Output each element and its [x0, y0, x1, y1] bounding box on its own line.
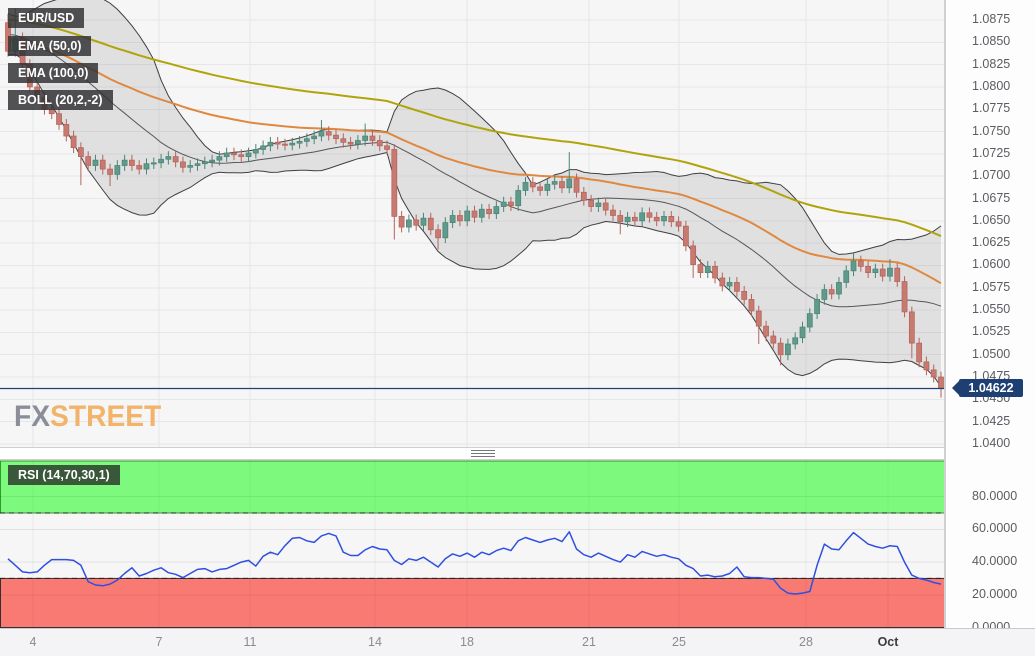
ema100-line: [7, 18, 942, 238]
date-label: 25: [672, 635, 686, 649]
pane-divider-grip[interactable]: [471, 450, 495, 458]
bollinger-upper-line: [7, 0, 942, 255]
legend-badge-ema100: EMA (100,0): [8, 63, 99, 83]
rsi-badge: RSI (14,70,30,1): [8, 465, 120, 485]
candles-group: [5, 8, 944, 398]
watermark-street: STREET: [50, 400, 162, 433]
price-axis-label: 1.0875: [972, 12, 1011, 26]
rsi-line: [7, 531, 942, 595]
price-axis-label: 1.0700: [972, 168, 1011, 183]
bollinger-middle-line: [7, 33, 942, 308]
price-axis-label: 1.0750: [972, 123, 1011, 138]
bollinger-fill: [8, 0, 941, 387]
price-axis-label: 1.0500: [972, 346, 1011, 361]
price-axis-label: 1.0575: [972, 279, 1011, 294]
price-axis-label: 1.0425: [972, 413, 1011, 428]
price-pane[interactable]: [0, 0, 945, 447]
price-axis-label: 1.0650: [972, 212, 1011, 227]
price-axis-label: 1.0675: [972, 190, 1011, 205]
fxstreet-watermark: FXSTREET: [14, 400, 161, 434]
price-axis-label: 1.0725: [972, 145, 1011, 160]
price-axis-label: 1.0850: [972, 34, 1011, 49]
date-label: 7: [155, 635, 163, 649]
price-axis-label: 1.0775: [972, 101, 1011, 116]
rsi-oversold-zone: [0, 577, 945, 628]
ema50-line: [7, 39, 942, 285]
legend-badge-boll: BOLL (20,2,-2): [8, 90, 113, 110]
date-label: 11: [243, 635, 257, 649]
price-axis-label: 1.0800: [972, 78, 1011, 93]
last-price-tag: 1.04622: [952, 379, 1023, 398]
date-label: 21: [582, 635, 596, 649]
price-axis-label: 1.0550: [972, 302, 1011, 317]
bollinger-lower-line: [7, 53, 942, 387]
rsi-axis-label: 20.0000: [972, 586, 1018, 601]
grid: [0, 0, 945, 447]
date-label: 28: [799, 635, 813, 649]
price-axis-label: 1.0825: [972, 56, 1011, 71]
legend-badge-ema50: EMA (50,0): [8, 36, 92, 56]
watermark-fx: FX: [14, 400, 51, 433]
rsi-overbought-zone: [0, 460, 945, 514]
date-label: 14: [368, 635, 382, 649]
price-axis-label: 1.0525: [972, 324, 1011, 339]
date-label: Oct: [877, 635, 899, 649]
price-axis-label: 1.0400: [972, 435, 1011, 450]
rsi-grid: [0, 460, 945, 628]
price-axis-label: 1.0625: [972, 235, 1011, 250]
date-label: 4: [29, 635, 37, 649]
price-axis-label: 1.0600: [972, 257, 1011, 272]
rsi-axis-label: 60.0000: [972, 521, 1018, 536]
rsi-axis-label: 40.0000: [972, 554, 1018, 569]
rsi-axis-label: 80.0000: [972, 488, 1018, 503]
time-axis: 4 7 11 14 18 21 25 28 Oct: [0, 628, 1035, 656]
price-axis: 1.0875 1.0850 1.0825 1.0800 1.0775 1.0750 1.07…: [945, 0, 1035, 634]
date-label: 18: [460, 635, 474, 649]
legend-badge-symbol: EUR/USD: [8, 8, 85, 28]
